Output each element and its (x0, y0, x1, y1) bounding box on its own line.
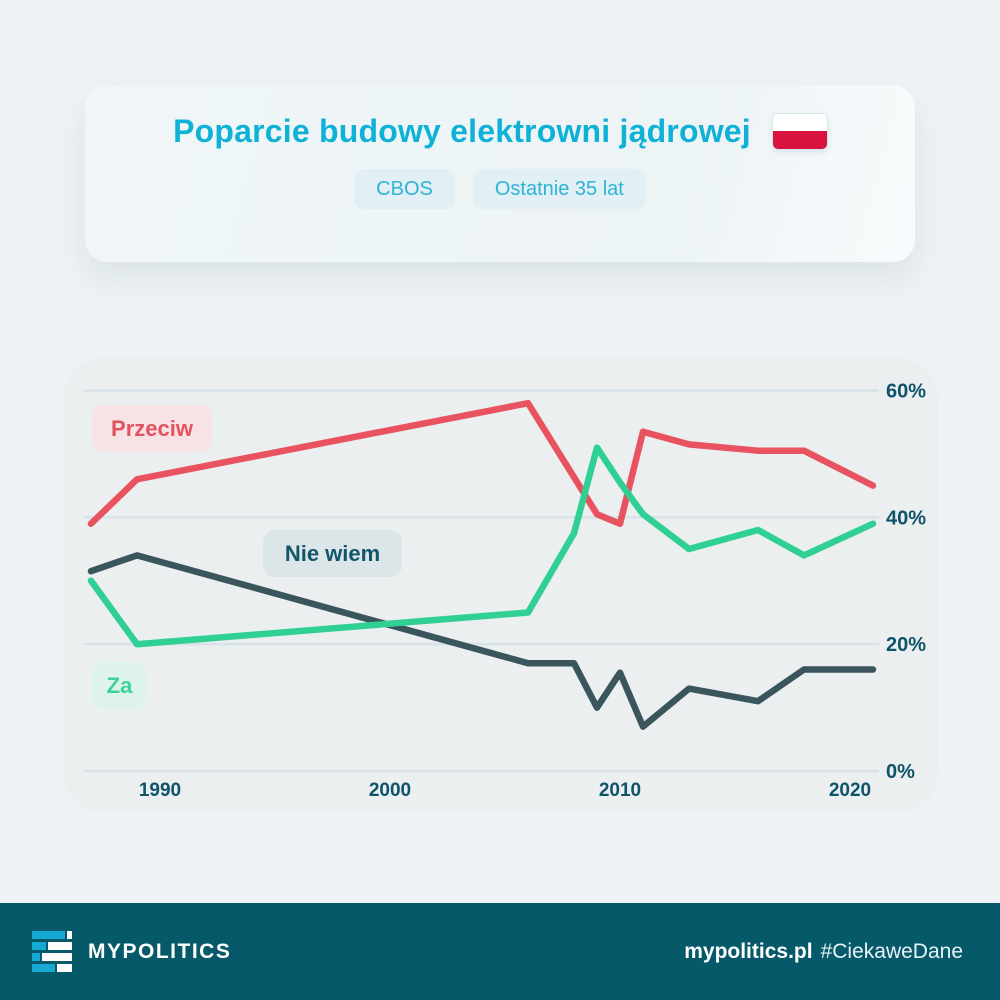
poland-flag-red-stripe (772, 131, 827, 149)
logo-bar-cyan-2 (32, 953, 40, 961)
y-tick-label-60: 60% (886, 380, 926, 402)
series-label-nie-wiem: Nie wiem (263, 530, 402, 577)
chart-card: 60% 40% 20% 0% 1990 2000 2010 2020 Przeciw Nie … (63, 358, 938, 812)
y-tick-label-40: 40% (886, 507, 926, 529)
series-line-za (87, 444, 877, 648)
y-tick-label-20: 20% (886, 634, 926, 656)
logo-bar-white-2 (42, 953, 72, 961)
line-chart: 60% 40% 20% 0% 1990 2000 2010 2020 (83, 380, 926, 801)
footer-site-text: mypolitics.pl #CiekaweDane (684, 940, 963, 964)
x-tick-label-1990: 1990 (139, 780, 181, 801)
series-line-nie-wiem (87, 552, 877, 730)
x-tick-label-2020: 2020 (829, 780, 871, 801)
brand-name: MYPOLITICS (88, 939, 232, 963)
series-line-przeciw (87, 399, 877, 527)
poland-flag-white-stripe (772, 113, 827, 131)
footer-site-url: mypolitics.pl (684, 939, 813, 963)
series-label-przeciw: Przeciw (92, 405, 212, 452)
badge-period: Ostatnie 35 lat (472, 169, 646, 209)
x-tick-label-2010: 2010 (599, 780, 641, 801)
x-tick-label-2000: 2000 (369, 780, 411, 801)
poland-flag-icon (772, 113, 827, 149)
logo-bar-white-1 (48, 942, 72, 950)
footer-brand-block: MYPOLITICS (32, 931, 231, 972)
logo-bar-white-0 (67, 931, 72, 939)
header-card: Poparcie budowy elektrowni jądrowej CBOS… (85, 85, 915, 262)
logo-bar-cyan-0 (32, 931, 65, 939)
title-row: Poparcie budowy elektrowni jądrowej (85, 111, 915, 151)
badge-source: CBOS (354, 169, 455, 209)
logo-bar-cyan-3 (32, 964, 55, 972)
footer-bar: MYPOLITICS mypolitics.pl #CiekaweDane (0, 903, 1000, 1000)
badge-row: CBOS Ostatnie 35 lat (85, 169, 915, 209)
y-tick-label-0: 0% (886, 761, 915, 783)
page-title: Poparcie budowy elektrowni jądrowej (173, 113, 751, 149)
logo-bar-cyan-1 (32, 942, 46, 950)
equalizer-bars-logo-icon (32, 931, 72, 972)
logo-bar-white-3 (57, 964, 72, 972)
series-label-za: Za (92, 662, 147, 709)
footer-hashtag: #CiekaweDane (820, 939, 963, 963)
